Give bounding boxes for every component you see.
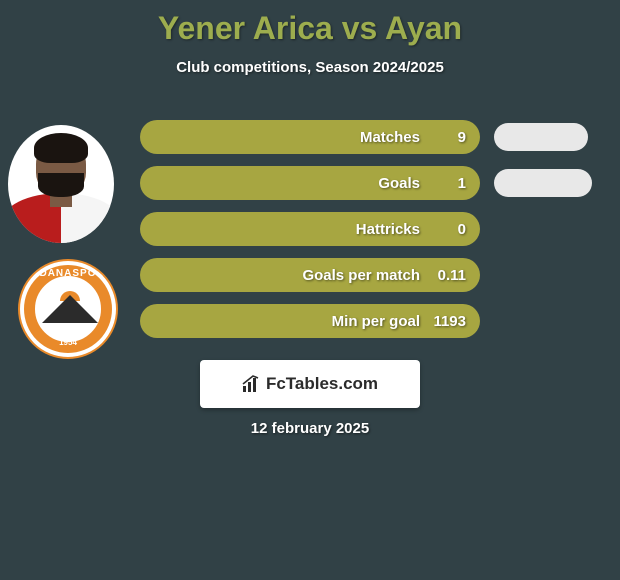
brand-chart-icon bbox=[242, 375, 260, 393]
stats-chart: Matches9Goals1Hattricks0Goals per match0… bbox=[140, 120, 600, 350]
stat-label: Goals per match bbox=[140, 267, 430, 284]
stat-label: Matches bbox=[140, 129, 430, 146]
stat-bar-left: Goals per match0.11 bbox=[140, 258, 480, 292]
stat-bar-left: Hattricks0 bbox=[140, 212, 480, 246]
stat-bar-left: Goals1 bbox=[140, 166, 480, 200]
stat-value: 9 bbox=[430, 129, 466, 146]
stat-value: 1193 bbox=[430, 313, 466, 330]
stat-value: 0.11 bbox=[430, 267, 466, 284]
stat-bar-left: Matches9 bbox=[140, 120, 480, 154]
stat-bar-right bbox=[494, 169, 592, 197]
stat-row: Goals1 bbox=[140, 166, 600, 200]
subtitle: Club competitions, Season 2024/2025 bbox=[0, 59, 620, 76]
stat-value: 0 bbox=[430, 221, 466, 238]
stat-bar-left: Min per goal1193 bbox=[140, 304, 480, 338]
stat-row: Goals per match0.11 bbox=[140, 258, 600, 292]
player-avatar bbox=[8, 125, 114, 243]
player-column: ADANASPOR 1954 bbox=[8, 125, 118, 359]
stat-label: Min per goal bbox=[140, 313, 430, 330]
brand-text: FcTables.com bbox=[266, 374, 378, 394]
club-badge: ADANASPOR 1954 bbox=[18, 259, 118, 359]
stat-label: Goals bbox=[140, 175, 430, 192]
date-text: 12 february 2025 bbox=[0, 420, 620, 437]
club-name: ADANASPOR bbox=[20, 268, 116, 279]
stat-value: 1 bbox=[430, 175, 466, 192]
page-title: Yener Arica vs Ayan bbox=[0, 0, 620, 47]
club-year: 1954 bbox=[20, 338, 116, 347]
stat-label: Hattricks bbox=[140, 221, 430, 238]
brand-badge: FcTables.com bbox=[200, 360, 420, 408]
stat-row: Matches9 bbox=[140, 120, 600, 154]
stat-bar-right bbox=[494, 123, 588, 151]
stat-row: Hattricks0 bbox=[140, 212, 600, 246]
stat-row: Min per goal1193 bbox=[140, 304, 600, 338]
